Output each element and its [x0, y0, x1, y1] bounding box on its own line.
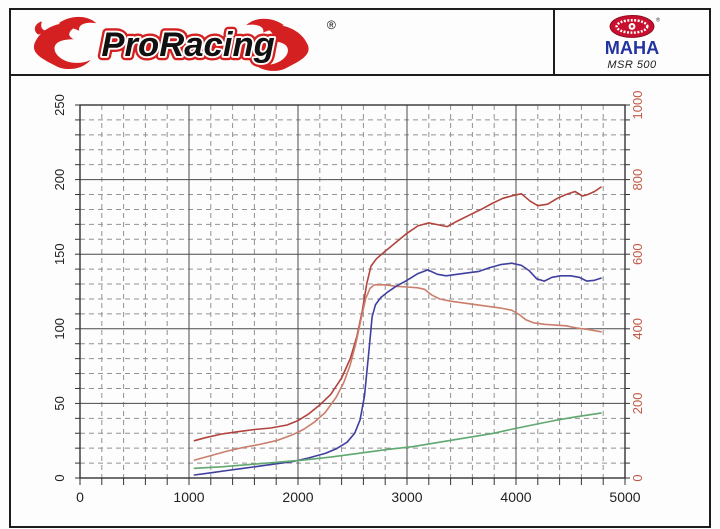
x-axis-label: 4000 [500, 489, 531, 505]
left-axis-label: 150 [52, 243, 67, 265]
plot-border [79, 104, 626, 479]
brand-text-outline: ProRacing [101, 26, 274, 64]
right-axis-label: 200 [630, 393, 645, 415]
left-axis-label: 50 [52, 396, 67, 410]
green-curve [193, 412, 602, 470]
maha-registered-mark: ® [656, 16, 661, 23]
maha-gear-center [630, 24, 634, 28]
maha-model-label: MSR 500 [607, 58, 657, 71]
red-curve-upper [193, 186, 602, 442]
right-axis-label: 400 [630, 318, 645, 340]
brand-text-glow: ProRacing [101, 26, 274, 64]
x-axis-label: 2000 [282, 489, 313, 505]
dyno-chart: 0 1000 2000 3000 4000 5000 0 50 100 150 200 250 0 200… [11, 76, 709, 524]
red-curve-lower [193, 284, 602, 461]
brand-text: ProRacing [101, 26, 274, 64]
x-axis-label: 1000 [173, 489, 204, 505]
left-axis-label: 0 [52, 474, 67, 481]
dyno-chart-svg: 0 1000 2000 3000 4000 5000 0 50 100 150 200 250 0 200… [52, 91, 645, 505]
left-axis-label: 100 [52, 318, 67, 340]
maha-text: MAHA [605, 38, 659, 58]
header-right-cell: ® MAHA MAHA MSR 500 [553, 10, 709, 74]
flame-left-icon [33, 16, 97, 70]
header-bar: ProRacing ProRacing ProRacing ® ® MAHA [11, 10, 709, 76]
right-axis-label: 0 [630, 474, 645, 481]
right-axis-label: 800 [630, 169, 645, 191]
proracing-logo: ProRacing ProRacing ProRacing ® [33, 16, 336, 71]
maha-logo: ® MAHA MAHA [603, 14, 661, 58]
flame-right-icon [246, 18, 309, 71]
blue-curve [193, 262, 602, 476]
left-axis-label: 200 [52, 169, 67, 191]
x-axis-label: 5000 [609, 489, 640, 505]
registered-mark: ® [327, 18, 336, 32]
left-axis-label: 250 [52, 94, 67, 116]
maha-eye-ring [615, 18, 649, 34]
x-axis-label: 0 [76, 489, 84, 505]
right-axis-label: 600 [630, 243, 645, 265]
x-axis-label: 3000 [391, 489, 422, 505]
outer-frame: ProRacing ProRacing ProRacing ® ® MAHA [9, 8, 711, 528]
header-left-cell: ProRacing ProRacing ProRacing ® [11, 10, 553, 74]
right-axis-label: 1000 [630, 91, 645, 120]
maha-text-outline: MAHA [605, 38, 659, 58]
